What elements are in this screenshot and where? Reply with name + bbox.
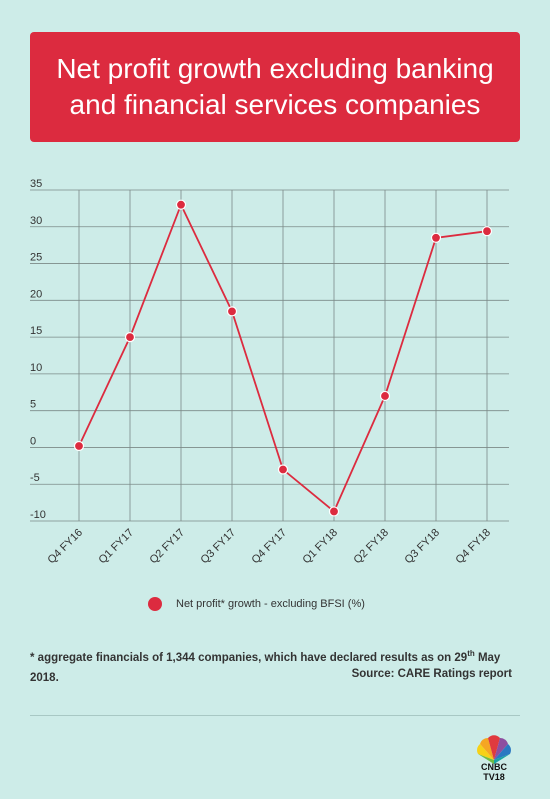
divider: [30, 715, 520, 716]
legend-label: Net profit* growth - excluding BFSI (%): [176, 598, 365, 610]
data-point: [124, 332, 136, 343]
footnote: * aggregate financials of 1,344 companie…: [30, 648, 512, 688]
legend: Net profit* growth - excluding BFSI (%): [148, 597, 365, 611]
footnote-superscript: th: [467, 649, 475, 659]
y-tick-label: 30: [30, 215, 42, 227]
data-point: [226, 306, 238, 317]
x-tick-label: Q4 FY16: [46, 527, 86, 567]
legend-marker: [148, 597, 162, 611]
logo-text-line-1: CNBC: [481, 762, 507, 772]
y-tick-label: 25: [30, 252, 42, 264]
data-point: [277, 464, 289, 475]
x-tick-label: Q2 FY18: [352, 527, 392, 567]
x-tick-label: Q4 FY17: [250, 527, 290, 567]
x-tick-label: Q1 FY17: [97, 527, 137, 567]
data-point: [379, 390, 391, 402]
x-tick-label: Q3 FY17: [199, 527, 239, 567]
footnote-text: * aggregate financials of 1,344 companie…: [30, 652, 468, 664]
data-point: [430, 232, 442, 243]
chart-title-line-2: and financial services companies: [69, 89, 481, 120]
source-note: Source: CARE Ratings report: [351, 668, 512, 680]
data-point: [175, 199, 187, 210]
logo-text-line-2: TV18: [483, 772, 505, 782]
data-point: [481, 226, 493, 237]
peacock-logo-icon: [477, 735, 511, 764]
x-tick-label: Q3 FY18: [403, 527, 443, 567]
x-tick-label: Q2 FY17: [148, 527, 188, 567]
data-point: [73, 440, 85, 452]
y-tick-label: -5: [30, 472, 40, 484]
x-tick-label: Q1 FY18: [301, 527, 341, 567]
x-tick-label: Q4 FY18: [454, 527, 494, 567]
y-tick-label: 35: [30, 178, 42, 190]
y-tick-label: -10: [30, 509, 46, 521]
footnote-text-end: May 2018.: [30, 652, 501, 684]
title-banner: Net profit growth excluding banking and …: [30, 32, 520, 142]
y-tick-label: 15: [30, 325, 42, 337]
data-point: [328, 506, 340, 517]
y-tick-label: 0: [30, 435, 36, 447]
chart-title-line-1: Net profit growth excluding banking: [56, 53, 494, 84]
y-tick-label: 20: [30, 288, 42, 300]
y-tick-label: 10: [30, 362, 42, 374]
y-tick-label: 5: [30, 399, 36, 411]
